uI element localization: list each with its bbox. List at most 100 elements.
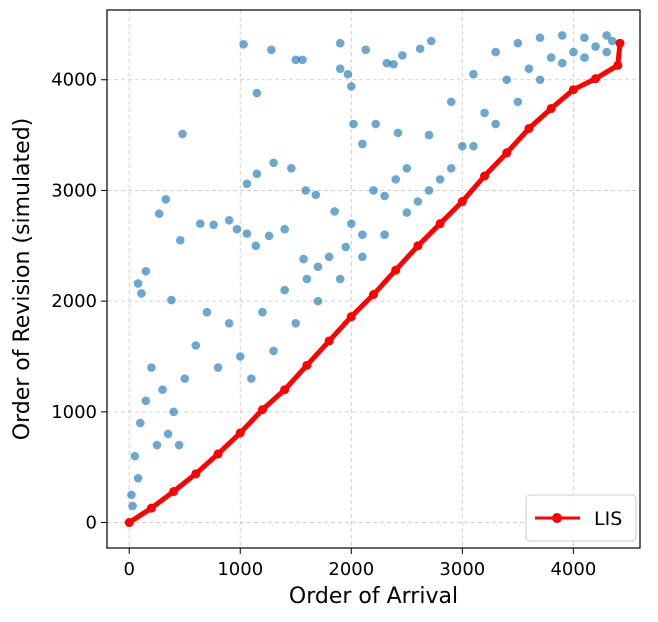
scatter-point <box>335 38 345 48</box>
scatter-point <box>513 38 523 48</box>
scatter-point <box>287 164 296 173</box>
scatter-point <box>141 396 151 406</box>
scatter-point <box>302 274 312 284</box>
lis-point <box>524 123 534 133</box>
lis-point <box>502 148 512 158</box>
scatter-point <box>413 197 423 206</box>
scatter-point <box>446 97 456 107</box>
x-tick-label: 2000 <box>328 559 374 580</box>
scatter-point <box>128 501 137 511</box>
scatter-point <box>469 69 478 79</box>
scatter-point <box>371 119 381 129</box>
scatter-point <box>137 289 146 298</box>
scatter-point <box>491 47 500 57</box>
y-tick-label: 0 <box>86 513 97 534</box>
scatter-point <box>458 141 467 151</box>
scatter-point <box>269 346 278 356</box>
scatter-point <box>291 318 301 328</box>
scatter-point <box>175 235 185 245</box>
x-tick-label: 3000 <box>439 559 485 580</box>
scatter-point <box>349 119 358 129</box>
scatter-point <box>358 252 367 262</box>
scatter-point <box>127 490 136 500</box>
scatter-point <box>591 42 600 51</box>
scatter-point <box>535 75 545 85</box>
scatter-point <box>491 119 500 129</box>
scatter-point <box>341 242 351 252</box>
lis-point <box>302 360 312 370</box>
scatter-point <box>224 216 234 225</box>
lis-point <box>591 74 601 84</box>
scatter-point <box>136 418 145 428</box>
scatter-point <box>130 451 140 461</box>
scatter-point <box>195 219 205 228</box>
legend-marker-swatch <box>552 513 562 523</box>
scatter-point <box>167 295 176 305</box>
scatter-point <box>480 108 489 118</box>
lis-point <box>546 104 556 114</box>
scatter-point <box>154 209 164 218</box>
lis-point <box>169 487 179 497</box>
scatter-point <box>557 31 567 40</box>
scatter-point <box>141 266 151 276</box>
lis-line <box>126 40 623 525</box>
scatter-point <box>535 33 545 42</box>
scatter-point <box>546 53 556 62</box>
scatter-point <box>169 407 178 417</box>
scatter-point <box>380 230 389 240</box>
scatter-point <box>232 224 242 234</box>
scatter-point <box>435 175 445 184</box>
lis-point <box>280 385 290 395</box>
scatter-point <box>258 307 267 317</box>
lis-point <box>413 241 423 251</box>
lis-point <box>435 219 445 229</box>
scatter-point <box>152 440 162 450</box>
scatter-point <box>247 374 256 383</box>
scatter-point <box>301 186 311 195</box>
scatter-point <box>280 285 289 295</box>
lis-point <box>257 405 267 415</box>
x-tick-label: 1000 <box>217 559 263 580</box>
scatter-point <box>251 241 261 251</box>
scatter-point <box>178 129 187 139</box>
scatter-point <box>382 58 392 68</box>
scatter-point <box>291 55 301 65</box>
scatter-point <box>311 190 321 200</box>
lis-point <box>146 503 156 513</box>
scatter-point <box>133 473 143 483</box>
lis-point <box>213 449 223 459</box>
y-axis-label: Order of Revision (simulated) <box>10 118 35 440</box>
scatter-point <box>513 97 523 107</box>
scatter-point <box>158 385 167 394</box>
lis-point <box>568 85 578 95</box>
x-tick-label: 0 <box>123 559 134 580</box>
scatter-point <box>391 175 401 184</box>
lis-point <box>124 518 134 528</box>
scatter-point <box>346 219 356 228</box>
scatter-point <box>264 231 274 241</box>
lis-point <box>369 289 378 299</box>
y-tick-label: 1000 <box>51 402 97 423</box>
scatter-point <box>299 254 308 264</box>
x-axis-label: Order of Arrival <box>289 584 458 609</box>
scatter-point <box>335 274 345 284</box>
scatter-point <box>415 44 425 54</box>
scatter-point <box>163 429 173 439</box>
scatter-point <box>324 252 334 262</box>
scatter-point <box>398 51 407 60</box>
scatter-point <box>557 58 567 68</box>
scatter-point <box>224 318 234 328</box>
scatter-point <box>313 262 323 272</box>
scatter-point <box>602 31 611 40</box>
scatter-point <box>161 194 171 204</box>
scatter-point <box>239 40 248 49</box>
legend-box <box>525 494 637 542</box>
scatter-point <box>524 64 534 73</box>
scatter-point <box>235 352 245 361</box>
scatter-point <box>174 440 184 450</box>
scatter-point <box>298 55 307 65</box>
scatter-point <box>346 82 356 91</box>
scatter-point <box>389 59 398 69</box>
plot-frame <box>106 9 641 549</box>
